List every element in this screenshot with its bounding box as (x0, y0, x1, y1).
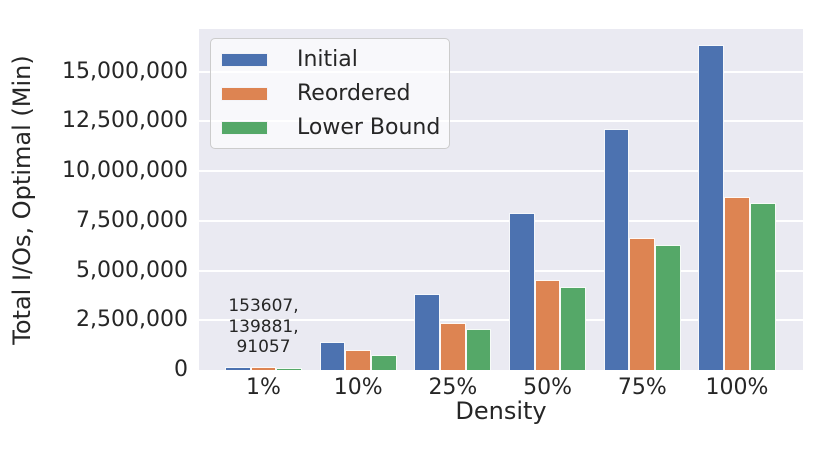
legend-label-reordered: Reordered (297, 80, 411, 106)
bar-reordered-75% (629, 237, 656, 370)
bar-reordered-50% (534, 279, 561, 370)
legend: Initial Reordered Lower Bound (210, 38, 450, 149)
bar-reordered-1% (250, 367, 277, 370)
x-tick-label-50%: 50% (523, 375, 573, 400)
bar-initial-50% (509, 212, 535, 370)
x-tick-label-10%: 10% (333, 375, 383, 400)
legend-swatch-lower-bound (221, 120, 268, 135)
bar-initial-75% (603, 129, 630, 370)
bar-lower-bound-100% (749, 202, 776, 370)
bar-lower-bound-25% (465, 329, 492, 370)
bar-initial-25% (414, 294, 441, 370)
value-annotation: 153607, 139881, 91057 (228, 296, 299, 358)
x-axis-label: Density (455, 397, 547, 425)
bar-initial-1% (224, 366, 251, 370)
bar-lower-bound-75% (655, 244, 681, 370)
gridline (199, 170, 803, 173)
y-tick-label: 5,000,000 (76, 257, 188, 283)
gridline (199, 70, 803, 73)
y-tick-label: 7,500,000 (76, 207, 188, 233)
legend-item-initial: Initial (211, 46, 449, 73)
y-axis-label: Total I/Os, Optimal (Min) (8, 55, 36, 345)
legend-item-reordered: Reordered (211, 80, 449, 107)
bar-reordered-100% (724, 197, 750, 370)
bar-initial-10% (319, 342, 346, 370)
legend-swatch-initial (221, 52, 268, 67)
y-tick-label: 10,000,000 (62, 158, 188, 184)
x-tick-label-25%: 25% (428, 375, 478, 400)
plot-area: 153607, 139881, 91057 Initial Reordered … (199, 29, 803, 370)
bar-lower-bound-1% (276, 368, 303, 370)
legend-label-initial: Initial (297, 46, 358, 72)
bar-lower-bound-50% (560, 287, 587, 370)
legend-label-lower-bound: Lower Bound (297, 114, 441, 140)
gridline (199, 219, 803, 222)
bar-lower-bound-10% (371, 355, 397, 370)
y-tick-label: 12,500,000 (62, 108, 188, 134)
x-tick-label-1%: 1% (246, 375, 281, 400)
bar-initial-100% (698, 44, 725, 370)
gridline (199, 269, 803, 272)
y-tick-label: 0 (174, 357, 188, 382)
bar-reordered-10% (345, 350, 372, 370)
y-tick-label: 15,000,000 (62, 58, 188, 84)
legend-item-lower-bound: Lower Bound (211, 114, 449, 141)
x-tick-label-75%: 75% (617, 375, 667, 400)
gridline (199, 319, 803, 322)
gridline (199, 120, 803, 123)
y-tick-label: 2,500,000 (76, 307, 188, 333)
bar-reordered-25% (440, 323, 466, 370)
legend-swatch-reordered (221, 86, 268, 101)
x-tick-label-100%: 100% (705, 375, 769, 400)
